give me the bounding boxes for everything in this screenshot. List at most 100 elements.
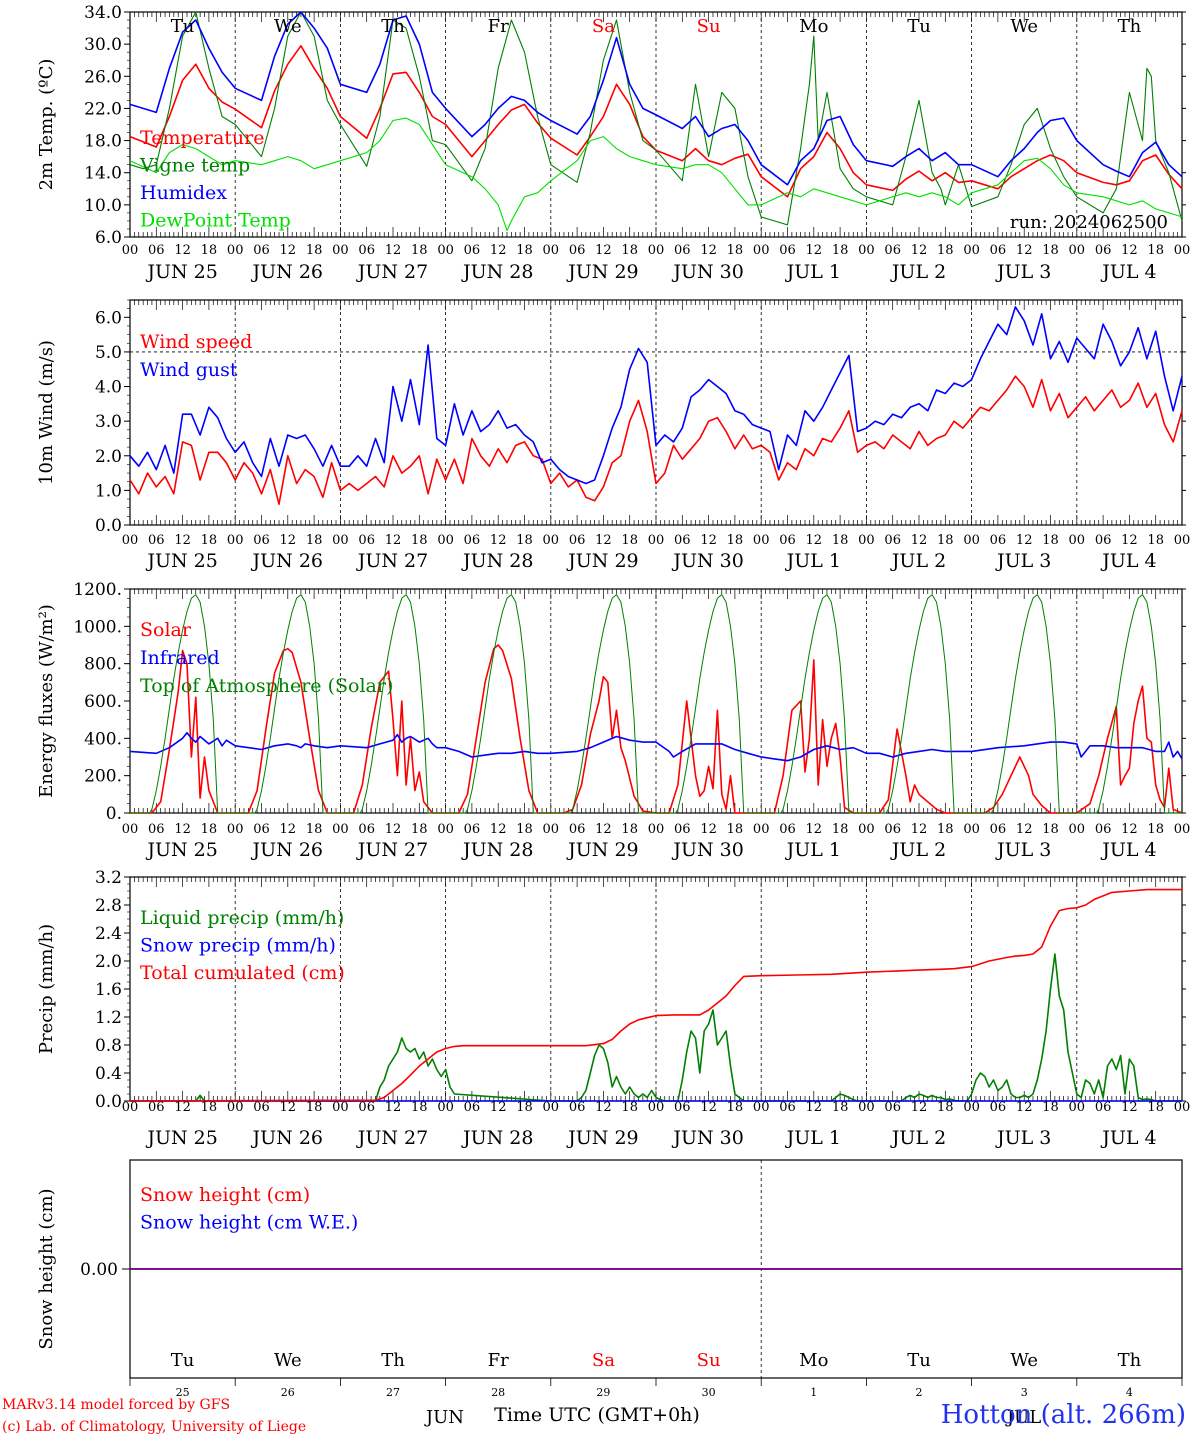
y-tick-label: 0.4 <box>95 1064 122 1084</box>
date-label: JUL 2 <box>890 839 946 861</box>
date-label: JUL 3 <box>995 261 1051 283</box>
date-label: JUN 25 <box>145 550 217 572</box>
hour-label: 06 <box>1095 533 1112 548</box>
hour-label: 12 <box>280 822 297 837</box>
hour-label: 12 <box>595 822 612 837</box>
hour-label: 00 <box>227 822 244 837</box>
hour-label: 12 <box>1016 533 1033 548</box>
hour-label: 00 <box>122 822 139 837</box>
y-tick-label: 6.0 <box>95 308 122 328</box>
day-of-week-label: Sa <box>592 16 615 37</box>
date-label: JUL 3 <box>995 839 1051 861</box>
y-axis-label: Energy fluxes (W/m²) <box>36 604 57 798</box>
y-tick-label: 200. <box>84 767 122 787</box>
hour-label: 00 <box>1174 1100 1191 1115</box>
series-line-solar <box>130 644 1183 814</box>
hour-label: 06 <box>674 243 691 258</box>
legend-entry: DewPoint Temp <box>140 210 291 232</box>
hour-label: 18 <box>727 533 744 548</box>
day-of-week-label: Th <box>381 1350 405 1371</box>
legend-entry: Humidex <box>140 182 227 204</box>
hour-label: 06 <box>148 533 165 548</box>
hour-label: 12 <box>280 533 297 548</box>
hour-label: 06 <box>569 243 586 258</box>
day-of-week-label: Mo <box>799 1350 828 1371</box>
legend-entry: Wind speed <box>140 331 252 353</box>
hour-label: 06 <box>464 1100 481 1115</box>
y-tick-label: 14.0 <box>84 164 122 184</box>
hour-label: 06 <box>358 533 375 548</box>
hour-label: 12 <box>911 243 928 258</box>
hour-label: 12 <box>911 533 928 548</box>
date-label: JUL 1 <box>785 839 841 861</box>
series-line-vigne-temp <box>129 11 1183 226</box>
hour-label: 12 <box>911 1100 928 1115</box>
hour-label: 18 <box>621 243 638 258</box>
day-of-week-label: We <box>274 16 302 37</box>
hour-label: 18 <box>937 1100 954 1115</box>
date-label: JUN 30 <box>671 261 743 283</box>
date-label: JUL 3 <box>995 1127 1051 1149</box>
hour-label: 06 <box>1095 243 1112 258</box>
date-label: JUN 25 <box>145 261 217 283</box>
y-tick-label: 10.0 <box>84 196 122 216</box>
hour-label: 06 <box>1095 1100 1112 1115</box>
hour-label: 00 <box>1174 243 1191 258</box>
hour-label: 00 <box>543 1100 560 1115</box>
series-line-top-of-atmosphere-solar <box>130 594 1182 814</box>
hour-label: 00 <box>858 243 875 258</box>
hour-label: 06 <box>674 1100 691 1115</box>
date-label: JUN 26 <box>251 839 323 861</box>
day-of-week-label: Mo <box>799 16 828 37</box>
hour-label: 12 <box>174 243 191 258</box>
day-of-week-label: Tu <box>907 1350 931 1371</box>
hour-label: 18 <box>832 1100 849 1115</box>
hour-label: 06 <box>569 822 586 837</box>
day-of-week-label: Fr <box>488 1350 509 1371</box>
hour-label: 12 <box>490 533 507 548</box>
hour-label: 06 <box>569 1100 586 1115</box>
hour-label: 18 <box>1042 533 1059 548</box>
hour-label: 06 <box>779 533 796 548</box>
hour-label: 18 <box>201 243 218 258</box>
hour-label: 12 <box>490 822 507 837</box>
y-tick-label: 3.0 <box>95 412 122 432</box>
hour-label: 06 <box>358 243 375 258</box>
day-of-week-label: Th <box>1118 16 1142 37</box>
date-label: JUN 29 <box>566 1127 638 1149</box>
y-tick-label: 18.0 <box>84 132 122 152</box>
hour-label: 00 <box>437 1100 454 1115</box>
series-line-wind-speed <box>129 375 1183 506</box>
hour-label: 12 <box>1121 533 1138 548</box>
date-label: JUL 2 <box>890 1127 946 1149</box>
date-label: JUL 1 <box>785 1127 841 1149</box>
date-label: JUN 27 <box>356 1127 428 1149</box>
hour-label: 00 <box>648 243 665 258</box>
hour-label: 18 <box>1042 822 1059 837</box>
y-tick-label: 34.0 <box>84 3 122 23</box>
day-number-label: 27 <box>386 1386 400 1399</box>
hour-label: 06 <box>884 243 901 258</box>
day-of-week-label: Sa <box>592 1350 615 1371</box>
date-label: JUL 2 <box>890 261 946 283</box>
hour-label: 06 <box>464 533 481 548</box>
hour-label: 18 <box>411 1100 428 1115</box>
series-line-total-cumulated-cm <box>129 888 1182 1102</box>
hour-label: 00 <box>648 1100 665 1115</box>
hour-label: 18 <box>201 822 218 837</box>
day-number-label: 25 <box>176 1386 190 1399</box>
y-tick-label: 1000. <box>73 617 122 637</box>
y-axis-label: Precip (mm/h) <box>36 924 57 1054</box>
y-tick-label: 400. <box>84 729 122 749</box>
day-of-week-label: Su <box>697 16 721 37</box>
hour-label: 18 <box>516 533 533 548</box>
x-axis-title: Time UTC (GMT+0h) <box>494 1404 700 1426</box>
y-tick-label: 1.6 <box>95 980 122 1000</box>
hour-label: 12 <box>1121 1100 1138 1115</box>
hour-label: 06 <box>253 1100 270 1115</box>
hour-label: 00 <box>227 533 244 548</box>
hour-label: 18 <box>516 1100 533 1115</box>
hour-label: 00 <box>648 533 665 548</box>
date-label: JUN 27 <box>356 261 428 283</box>
